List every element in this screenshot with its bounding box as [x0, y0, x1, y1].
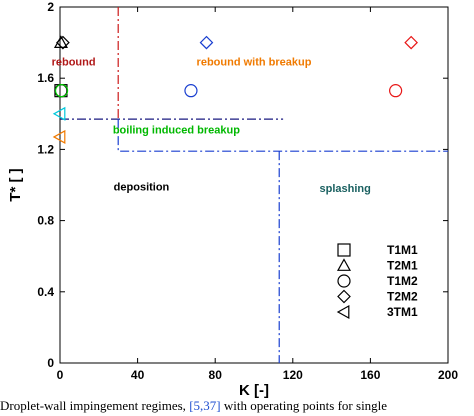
- x-tick-label: 120: [283, 368, 303, 382]
- caption-text-after: with operating points for single: [220, 398, 388, 413]
- caption-text-before: Droplet-wall impingement regimes,: [0, 398, 190, 413]
- figure-caption: Droplet-wall impingement regimes, [5,37]…: [0, 398, 474, 416]
- y-tick-label: 0.4: [37, 285, 54, 299]
- y-tick-label: 1.2: [37, 142, 54, 156]
- legend-label: T2M1: [387, 259, 418, 273]
- y-tick-label: 2: [47, 0, 54, 14]
- regime-boundary-line: [117, 119, 448, 152]
- x-tick-label: 0: [57, 368, 64, 382]
- x-tick-label: 200: [438, 368, 458, 382]
- x-tick-label: 160: [360, 368, 380, 382]
- legend-label: T1M2: [387, 274, 418, 288]
- legend-marker-circle: [337, 274, 351, 288]
- axis-ticks: 0 40 80 120 160 200 0 0.4 0.8 1.2 1.6 2: [37, 0, 458, 382]
- y-axis-title: T* [ ]: [7, 168, 24, 201]
- data-point-circle: [389, 84, 403, 98]
- legend-label: T1M1: [387, 243, 418, 257]
- data-point-circle: [54, 84, 69, 98]
- regime-annotations: rebound rebound with breakup boiling induc…: [52, 57, 371, 195]
- regime-label: boiling induced breakup: [113, 124, 240, 136]
- x-tick-label: 40: [131, 368, 145, 382]
- legend-marker-left-triangle: [336, 304, 350, 320]
- y-tick-label: 0.8: [37, 214, 54, 228]
- regime-boundaries: [60, 7, 448, 363]
- legend-marker-square: [337, 243, 351, 257]
- data-point-diamond: [56, 35, 70, 50]
- regime-label: deposition: [114, 181, 170, 193]
- legend-label: T2M2: [387, 290, 418, 304]
- data-point-circle: [184, 84, 198, 98]
- legend-marker-triangle: [336, 258, 352, 271]
- caption-reference-link[interactable]: [5,37]: [189, 398, 221, 413]
- legend-marker-diamond: [337, 289, 351, 304]
- regime-label: rebound with breakup: [197, 57, 312, 69]
- x-tick-label: 80: [209, 368, 223, 382]
- data-point-diamond: [199, 35, 214, 50]
- y-tick-label: 1.6: [37, 71, 54, 85]
- data-points: [52, 35, 418, 144]
- x-axis-title: K [-]: [239, 382, 269, 398]
- data-point-left-triangle: [52, 129, 66, 144]
- y-tick-label: 0: [47, 356, 54, 370]
- regime-label: splashing: [320, 183, 371, 195]
- regime-label: rebound: [52, 57, 96, 69]
- legend-label: 3TM1: [387, 305, 418, 319]
- data-point-diamond: [404, 35, 418, 50]
- plot-frame: [59, 6, 449, 364]
- data-point-left-triangle: [52, 106, 66, 121]
